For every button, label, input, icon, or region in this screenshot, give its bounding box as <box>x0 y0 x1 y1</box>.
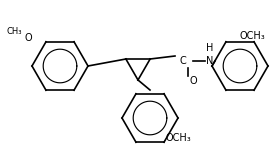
Text: O: O <box>24 33 32 43</box>
Text: H: H <box>206 43 214 53</box>
Text: OCH₃: OCH₃ <box>239 31 265 41</box>
Text: CH₃: CH₃ <box>6 27 22 37</box>
Text: OCH₃: OCH₃ <box>165 133 191 143</box>
Text: O: O <box>189 76 197 86</box>
Text: N: N <box>206 56 214 66</box>
Text: C: C <box>180 56 186 66</box>
